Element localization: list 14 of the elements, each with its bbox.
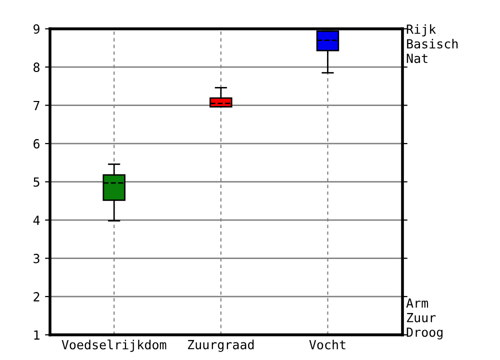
- x-tick-label: Voedselrijkdom: [62, 340, 166, 352]
- y-tick-label: 9: [34, 24, 40, 34]
- text: Rijk Basisch Nat: [406, 24, 458, 64]
- y-tick-label: 4: [33, 216, 40, 225]
- y-tick-label: 6: [34, 139, 40, 149]
- x-tick-label: Zuurgraad: [188, 340, 254, 352]
- y-tick-label: 5: [34, 177, 40, 187]
- text: Arm Zuur Droog: [406, 298, 442, 340]
- y-tick-label: 3: [34, 254, 40, 264]
- y-tick-label: 1: [34, 330, 40, 340]
- y-tick-label: 2: [34, 292, 40, 302]
- y-tick-label: 7: [34, 100, 40, 110]
- x-tick-label: Vocht: [309, 340, 346, 350]
- y-tick-label: 8: [34, 62, 40, 72]
